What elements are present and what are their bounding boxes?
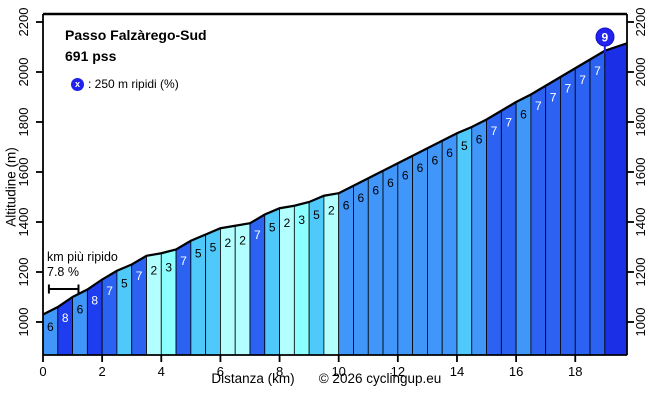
gradient-bar-label: 2: [151, 264, 158, 278]
gradient-bar-label: 8: [91, 294, 98, 308]
gradient-bar-label: 2: [284, 216, 291, 230]
y-tick-label-right: 1400: [633, 208, 648, 237]
y-tick-label-left: 1800: [16, 108, 31, 137]
gradient-bar-label: 6: [446, 146, 453, 160]
gradient-bar-label: 2: [328, 204, 335, 218]
gradient-bar-label: 7: [535, 99, 542, 113]
gradient-bar: [456, 126, 473, 356]
gradient-bar-label: 7: [254, 228, 261, 242]
x-axis-title: Distanza (km): [211, 371, 295, 386]
gradient-bar-label: 6: [402, 169, 409, 183]
y-tick-label-right: 1600: [633, 158, 648, 187]
gradient-bar-label: 5: [121, 277, 128, 291]
gradient-bar-label: 5: [461, 139, 468, 153]
y-tick-label-left: 2000: [16, 58, 31, 87]
gradient-bar-label: 8: [62, 311, 69, 325]
steepest-km-annotation: km più ripido 7.8 %: [47, 250, 118, 279]
gradient-bar-label: 6: [47, 320, 54, 334]
y-tick-label-left: 1000: [16, 308, 31, 337]
y-tick-label-left: 1200: [16, 258, 31, 287]
chart-subtitle: 691 pss: [65, 48, 117, 64]
gradient-bar: [574, 58, 591, 356]
gradient-bar-label: 7: [550, 90, 557, 104]
gradient-bar-label: 7: [505, 115, 512, 129]
gradient-bar-label: 5: [313, 208, 320, 222]
gradient-bar: [471, 118, 487, 356]
gradient-bar: [500, 101, 517, 356]
y-tick-label-left: 1400: [16, 208, 31, 237]
gradient-bar-label: 5: [269, 220, 276, 234]
gradient-bar-label: 6: [343, 199, 350, 213]
steepest-km-label: km più ripido: [47, 250, 118, 264]
y-tick-label-right: 1200: [633, 258, 648, 287]
summit-gradient-badge: 9: [595, 27, 615, 47]
gradient-bar: [604, 42, 628, 356]
gradient-bar: [86, 278, 103, 356]
gradient-bar-label: 2: [224, 236, 231, 250]
legend-text: : 250 m ripidi (%): [88, 77, 179, 91]
gradient-bar: [412, 147, 428, 356]
y-axis-title: Altitudine (m): [3, 147, 19, 227]
copyright-text: © 2026 cyclingup.eu: [318, 371, 442, 386]
gradient-bar: [589, 50, 606, 356]
x-tick-label: 10: [331, 364, 345, 379]
gradient-bar-label: 7: [579, 73, 586, 87]
gradient-bar-label: 6: [372, 184, 379, 198]
x-tick-label: 12: [391, 364, 405, 379]
x-tick-label: 18: [568, 364, 582, 379]
gradient-bar-label: 5: [210, 240, 217, 254]
y-tick-label-left: 1600: [16, 158, 31, 187]
gradient-bar-label: 6: [417, 161, 424, 175]
gradient-bar: [530, 85, 547, 356]
steepest-km-value: 7.8 %: [47, 264, 79, 279]
gradient-bar-label: 7: [106, 284, 113, 298]
gradient-bar-label: 3: [298, 213, 305, 227]
gradient-bar-label: 7: [594, 64, 601, 78]
x-tick-label: 6: [217, 364, 224, 379]
gradient-bar: [545, 76, 561, 356]
gradient-bar-label: 6: [520, 107, 527, 121]
y-tick-label-right: 2200: [633, 8, 648, 37]
x-tick-label: 4: [158, 364, 165, 379]
y-tick-label-right: 1000: [633, 308, 648, 337]
chart-title: Passo Falzàrego-Sud: [65, 27, 207, 43]
gradient-bar: [427, 140, 443, 356]
gradient-bar: [486, 110, 502, 356]
x-tick-label: 14: [450, 364, 464, 379]
gradient-bar: [515, 93, 532, 356]
legend: x : 250 m ripidi (%): [71, 77, 179, 91]
gradient-bar-label: 7: [491, 124, 498, 138]
gradient-bar-label: 7: [180, 254, 187, 268]
gradient-bar: [382, 162, 399, 356]
gradient-bar-label: 6: [431, 154, 438, 168]
profile-line: [42, 42, 628, 316]
gradient-bar: [323, 192, 340, 356]
gradient-bar-label: 5: [195, 247, 202, 261]
gradient-bar-label: 6: [358, 191, 365, 205]
gradient-bar: [560, 67, 576, 356]
x-tick-label: 8: [276, 364, 283, 379]
y-tick-label-right: 1800: [633, 108, 648, 137]
gradient-bar: [367, 170, 384, 356]
gradient-bar: [72, 288, 88, 356]
gradient-bar-label: 7: [565, 82, 572, 96]
gradient-bar-label: 2: [239, 234, 246, 248]
gradient-bar: [397, 155, 414, 356]
gradient-bar-label: 7: [136, 269, 143, 283]
gradient-bar-label: 6: [77, 302, 84, 316]
gradient-bar: [441, 132, 458, 356]
y-tick-label-left: 2200: [16, 8, 31, 37]
gradient-bar-label: 6: [387, 176, 394, 190]
x-tick-label: 16: [509, 364, 523, 379]
legend-circle-icon: x: [71, 77, 84, 91]
y-tick-label-right: 2000: [633, 58, 648, 87]
gradient-bar-label: 3: [165, 260, 172, 274]
gradient-bar-label: 6: [476, 132, 483, 146]
x-tick-label: 2: [99, 364, 106, 379]
x-tick-label: 0: [39, 364, 46, 379]
